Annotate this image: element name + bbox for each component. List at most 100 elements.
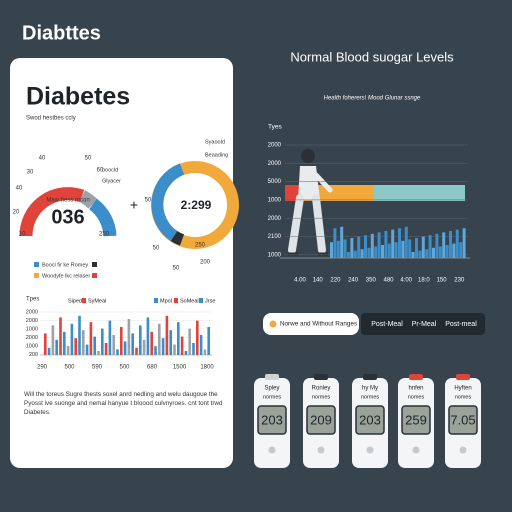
gauge-label: 60 bbox=[97, 168, 104, 174]
decor-bar bbox=[135, 347, 138, 355]
meter-screen bbox=[448, 405, 478, 435]
decor-bar bbox=[401, 240, 405, 258]
y-tick-label: 2000 bbox=[26, 335, 38, 341]
decor-bar bbox=[165, 315, 169, 355]
decor-bar bbox=[47, 347, 51, 355]
x-tick-label: 1500 bbox=[173, 365, 187, 371]
decor-bar bbox=[370, 233, 374, 258]
legend-text: SoMeal bbox=[180, 298, 199, 304]
decor-bar bbox=[445, 245, 449, 258]
decor-bar bbox=[340, 226, 344, 258]
meter-sub: normes bbox=[312, 394, 331, 400]
legend-swatch bbox=[34, 273, 39, 278]
meter-cap bbox=[409, 374, 423, 380]
range-band bbox=[373, 185, 465, 201]
legend-dot bbox=[269, 320, 277, 328]
gauge-note: boocld bbox=[102, 167, 118, 173]
card bbox=[10, 58, 233, 468]
legend-text: Siped bbox=[68, 298, 82, 304]
gauge-label: 250 bbox=[99, 232, 110, 238]
donut-label: 200 bbox=[200, 260, 211, 266]
meter-cap bbox=[363, 374, 377, 380]
decor-bar bbox=[367, 247, 371, 258]
legend-swatch bbox=[154, 298, 158, 303]
decor-bar bbox=[360, 249, 364, 258]
decor-bar bbox=[139, 325, 142, 355]
decor-bar bbox=[154, 346, 157, 355]
decor-bar bbox=[188, 328, 191, 355]
decor-bar bbox=[438, 246, 442, 258]
decor-bar bbox=[442, 232, 446, 258]
decor-bar bbox=[408, 239, 412, 258]
legend-pill bbox=[263, 313, 359, 335]
axis-label: Tyes bbox=[268, 124, 282, 131]
meter-sub: normes bbox=[361, 394, 380, 400]
meter-name: hy My bbox=[362, 386, 378, 392]
decor-bar bbox=[123, 341, 127, 355]
decor-bar bbox=[449, 231, 452, 258]
decor-bar bbox=[184, 351, 188, 355]
decor-bar bbox=[333, 228, 337, 258]
decor-bar bbox=[169, 330, 172, 355]
donut-label: 50 bbox=[145, 198, 152, 204]
decor-bar bbox=[120, 327, 123, 355]
tab-bar bbox=[361, 313, 485, 335]
y-tick-label: 2000 bbox=[26, 309, 38, 315]
donut-label: 250 bbox=[195, 243, 206, 249]
y-tick-label: 2000 bbox=[268, 143, 282, 149]
decor-bar bbox=[459, 242, 463, 258]
x-tick-label: 18:0 bbox=[418, 278, 430, 284]
y-tick-label: 2000 bbox=[268, 161, 282, 167]
meter-button bbox=[412, 446, 420, 454]
decor-bar bbox=[421, 236, 425, 258]
decor-bar bbox=[55, 339, 58, 355]
decor-bar bbox=[415, 238, 418, 258]
meter-name: hnfen bbox=[408, 386, 423, 392]
decor-bar bbox=[142, 339, 146, 355]
decor-bar bbox=[391, 229, 395, 258]
x-tick-label: 480 bbox=[383, 278, 394, 284]
gauge-label: 50 bbox=[85, 156, 92, 162]
x-tick-label: 290 bbox=[37, 365, 48, 371]
y-tick-label: 200 bbox=[29, 352, 38, 358]
legend-text: Mpol bbox=[160, 298, 172, 304]
decor-bar bbox=[93, 336, 96, 355]
decor-bar bbox=[127, 319, 131, 355]
meter-button bbox=[366, 446, 374, 454]
donut-label: 50 bbox=[173, 266, 180, 272]
gauge-caption: Maw hess mcon bbox=[46, 198, 89, 204]
decor-bar bbox=[418, 250, 422, 258]
panel-title: Normal Blood suogar Levels bbox=[290, 49, 454, 64]
decor-bar bbox=[63, 331, 66, 355]
decor-bar bbox=[394, 242, 398, 258]
meter-screen bbox=[401, 405, 431, 435]
tab[interactable]: Pr-Meal bbox=[412, 321, 437, 328]
decor-bar bbox=[116, 349, 119, 355]
meter-screen bbox=[306, 405, 336, 435]
decor-bar bbox=[177, 322, 180, 355]
decor-bar bbox=[425, 249, 429, 258]
gauge-note: Glyacer bbox=[102, 178, 121, 184]
decor-bar bbox=[374, 246, 378, 258]
decor-bar bbox=[428, 235, 432, 258]
decor-bar bbox=[347, 252, 350, 258]
decor-bar bbox=[70, 323, 74, 355]
decor-bar bbox=[51, 325, 55, 355]
decor-bar bbox=[173, 344, 176, 355]
decor-bar bbox=[101, 328, 104, 355]
legend-swatch bbox=[92, 273, 97, 278]
donut-ring bbox=[151, 163, 185, 241]
decor-bar bbox=[381, 245, 384, 258]
decor-bar bbox=[462, 228, 466, 258]
decor-bar bbox=[78, 315, 81, 355]
tab[interactable]: Post-meal bbox=[445, 321, 477, 328]
tab[interactable]: Post-Meal bbox=[371, 321, 403, 328]
y-tick-label: 2100 bbox=[268, 234, 282, 240]
gauge-label: 10 bbox=[19, 232, 26, 238]
meter-reading: 209 bbox=[310, 412, 332, 427]
walking-figure bbox=[288, 149, 333, 256]
meter-reading: 7.05 bbox=[450, 412, 475, 427]
decor-bar bbox=[330, 242, 333, 258]
decor-bar bbox=[435, 233, 439, 258]
